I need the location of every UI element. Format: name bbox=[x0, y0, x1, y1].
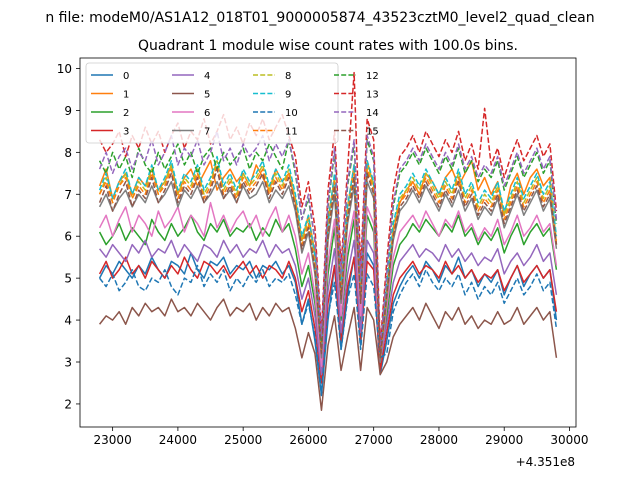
legend-label-12: 12 bbox=[366, 71, 379, 82]
series-line-14 bbox=[98, 130, 558, 351]
chart-title: Quadrant 1 module wise count rates with … bbox=[138, 38, 518, 54]
legend-box bbox=[85, 62, 339, 144]
legend-label-0: 0 bbox=[123, 71, 129, 82]
legend-label-7: 7 bbox=[204, 127, 210, 138]
x-tick-label: 25000 bbox=[224, 433, 262, 447]
y-tick-label: 7 bbox=[64, 188, 72, 202]
x-tick-label: 24000 bbox=[159, 433, 197, 447]
x-tick-label: 27000 bbox=[355, 433, 393, 447]
series-line-9 bbox=[98, 155, 558, 355]
plot-frame bbox=[79, 57, 577, 428]
series-line-10 bbox=[98, 264, 558, 393]
series-line-5 bbox=[98, 298, 558, 411]
x-offset-label: +4.351e8 bbox=[516, 455, 575, 469]
legend-label-5: 5 bbox=[204, 90, 210, 101]
legend-label-1: 1 bbox=[123, 90, 129, 101]
y-tick-label: 4 bbox=[64, 314, 72, 328]
legend-label-14: 14 bbox=[366, 108, 379, 119]
series-line-6 bbox=[98, 201, 558, 367]
legend-label-10: 10 bbox=[285, 108, 298, 119]
x-tick-label: 29000 bbox=[485, 433, 523, 447]
legend-label-15: 15 bbox=[366, 127, 379, 138]
x-tick-label: 30000 bbox=[550, 433, 588, 447]
legend-label-6: 6 bbox=[204, 108, 210, 119]
x-tick-label: 28000 bbox=[420, 433, 458, 447]
series-line-15 bbox=[98, 168, 558, 359]
y-tick-label: 2 bbox=[64, 397, 72, 411]
legend-label-3: 3 bbox=[123, 127, 129, 138]
y-tick-label: 5 bbox=[64, 272, 72, 286]
legend-label-2: 2 bbox=[123, 108, 129, 119]
series-line-3 bbox=[98, 256, 558, 384]
y-axis: 2 3 4 5 6 7 8 9 10 bbox=[57, 62, 80, 411]
series-line-0 bbox=[98, 252, 558, 397]
series-line-11 bbox=[98, 164, 558, 359]
legend-label-4: 4 bbox=[204, 71, 210, 82]
series-line-7 bbox=[98, 180, 558, 363]
series-layer bbox=[98, 71, 558, 411]
x-tick-label: 23000 bbox=[94, 433, 132, 447]
series-line-2 bbox=[98, 214, 558, 372]
y-tick-label: 8 bbox=[64, 146, 72, 160]
series-line-4 bbox=[98, 239, 558, 376]
y-tick-label: 6 bbox=[64, 230, 72, 244]
x-axis: 23000 24000 25000 26000 27000 28000 29000 30000 bbox=[94, 427, 589, 447]
legend-label-11: 11 bbox=[285, 127, 298, 138]
figure-suptitle: n file: modeM0/AS1A12_018T01_9000005874_… bbox=[45, 10, 594, 26]
series-line-13 bbox=[98, 71, 558, 346]
y-tick-label: 10 bbox=[57, 62, 72, 76]
legend-label-8: 8 bbox=[285, 71, 291, 82]
y-tick-label: 3 bbox=[64, 356, 72, 370]
y-tick-label: 9 bbox=[64, 104, 72, 118]
legend-label-9: 9 bbox=[285, 90, 291, 101]
legend-label-13: 13 bbox=[366, 90, 379, 101]
x-tick-label: 26000 bbox=[289, 433, 327, 447]
